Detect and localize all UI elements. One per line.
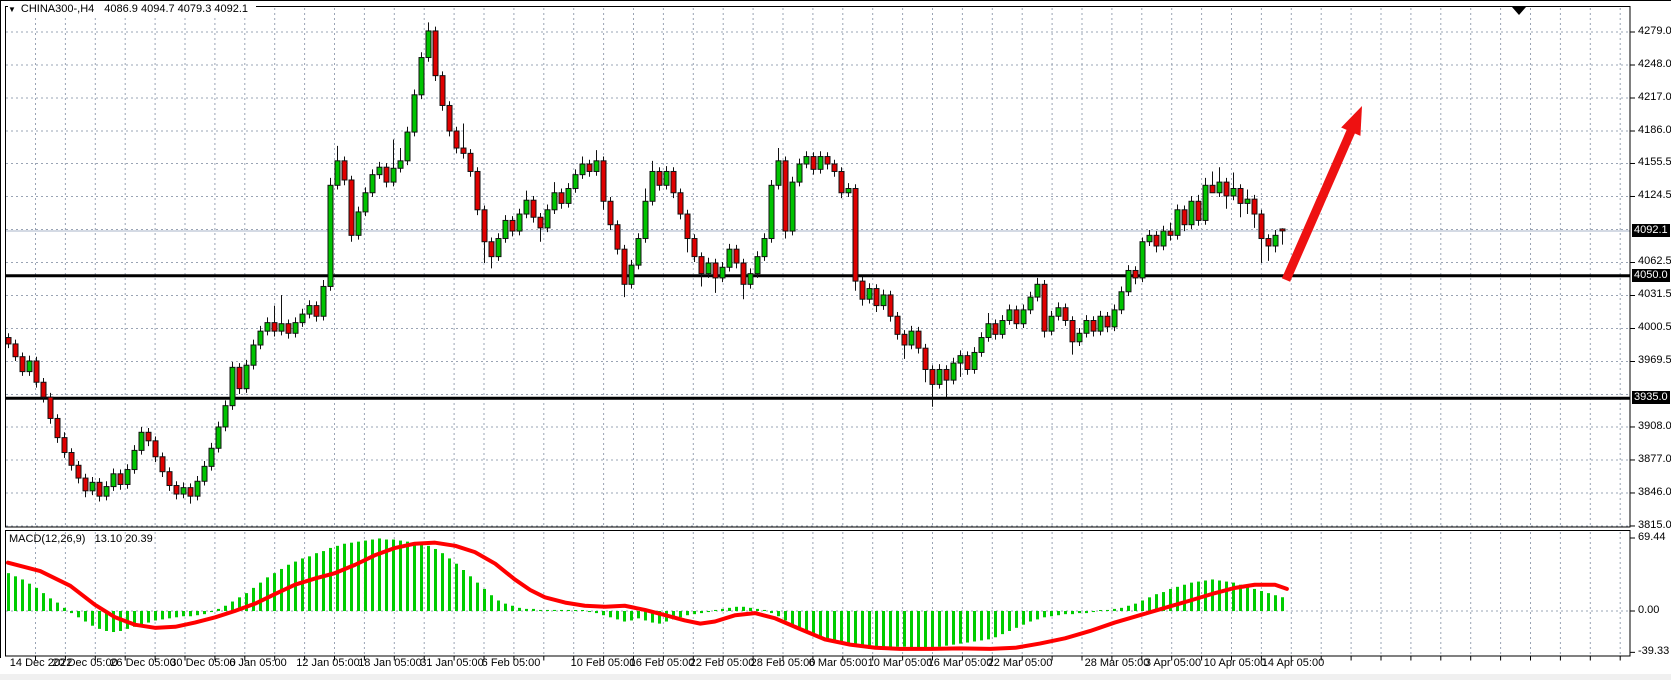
price-tick-label: 3815.0 (1638, 518, 1671, 531)
price-tick-label: 3846.0 (1638, 485, 1671, 498)
time-tick-label: 30 Dec 05:00 (170, 657, 236, 669)
time-tick-label: 14 Apr 05:00 (1261, 657, 1325, 669)
time-tick-label: 16 Feb 05:00 (629, 657, 695, 669)
candles-layer (5, 22, 1286, 504)
symbol-dropdown-icon[interactable]: ▼ (8, 4, 16, 14)
price-tick-label: 3908.0 (1638, 419, 1671, 432)
time-tick-label: 31 Jan 05:00 (420, 657, 484, 669)
axis-ticks-layer (35, 31, 1635, 661)
macd-panel-frame (5, 530, 1631, 657)
price-tick-label: 4186.0 (1638, 124, 1671, 136)
time-tick-label: 6 Feb 05:00 (481, 657, 541, 669)
current-price-tag: 4092.1 (1632, 223, 1670, 237)
grid-layer (6, 8, 1630, 655)
support-line-tag: 3935.0 (1632, 391, 1670, 405)
time-tick-label: 10 Apr 05:00 (1203, 657, 1267, 669)
ohlc-values-label: 4086.9 4094.7 4079.3 4092.1 (104, 3, 249, 15)
trend-arrow[interactable] (1281, 106, 1362, 282)
macd-layer (6, 538, 1289, 651)
resistance-line-tag: 4050.0 (1632, 268, 1670, 282)
macd-values-label: 13.10 20.39 (94, 533, 153, 545)
price-tick-label: 4155.5 (1638, 156, 1671, 169)
time-tick-label: 14 Dec 2022 (9, 657, 73, 669)
time-tick-label: 28 Feb 05:00 (750, 657, 816, 669)
main-chart-frame (5, 6, 1631, 528)
time-tick-label: 12 Jan 05:00 (296, 657, 360, 669)
time-tick-label: 3 Apr 05:00 (1144, 657, 1202, 669)
time-tick-label: 10 Feb 05:00 (570, 657, 636, 669)
macd-name-label: MACD(12,26,9) (9, 533, 86, 545)
time-tick-label: 22 Feb 05:00 (689, 657, 755, 669)
time-tick-label: 20 Dec 05:00 (52, 657, 118, 669)
price-tick-label: 4248.0 (1638, 58, 1671, 70)
time-tick-label: 6 Jan 05:00 (229, 657, 287, 669)
time-tick-label: 6 Mar 05:00 (808, 657, 868, 669)
price-tick-label: 4000.5 (1638, 321, 1671, 334)
macd-tick-label: 0.00 (1638, 604, 1660, 616)
price-tick-label: 4124.5 (1638, 189, 1671, 202)
price-tick-label: 4217.0 (1638, 91, 1671, 103)
symbol-timeframe-label: CHINA300-,H4 (20, 3, 95, 15)
chart-title-bar: ▼ CHINA300-,H4 4086.9 4094.7 4079.3 4092… (8, 2, 257, 16)
macd-indicator-label: MACD(12,26,9) 13.10 20.39 (9, 533, 153, 545)
macd-tick-label: -39.33 (1638, 645, 1670, 658)
price-tick-label: 4062.5 (1638, 255, 1671, 268)
time-tick-label: 22 Mar 05:00 (987, 657, 1053, 669)
time-tick-label: 26 Dec 05:00 (110, 657, 176, 669)
chart-shift-marker-icon[interactable] (1512, 7, 1526, 15)
time-tick-label: 18 Jan 05:00 (358, 657, 422, 669)
time-tick-label: 28 Mar 05:00 (1084, 657, 1150, 669)
price-tick-label: 4031.5 (1638, 288, 1671, 301)
main-chart-surface[interactable] (6, 7, 1630, 527)
price-tick-label: 3969.5 (1638, 354, 1671, 367)
time-tick-label: 16 Mar 05:00 (927, 657, 993, 669)
bottom-chrome-strip (0, 674, 1671, 680)
macd-tick-label: 69.44 (1638, 531, 1666, 543)
price-tick-label: 3877.0 (1638, 452, 1671, 465)
price-tick-label: 4279.0 (1638, 25, 1671, 37)
macd-signal-line (6, 540, 1289, 651)
time-tick-label: 10 Mar 05:00 (867, 657, 933, 669)
macd-panel-surface[interactable] (6, 531, 1630, 656)
